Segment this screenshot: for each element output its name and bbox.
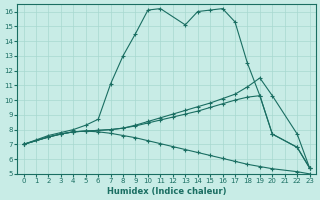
X-axis label: Humidex (Indice chaleur): Humidex (Indice chaleur) (107, 187, 226, 196)
